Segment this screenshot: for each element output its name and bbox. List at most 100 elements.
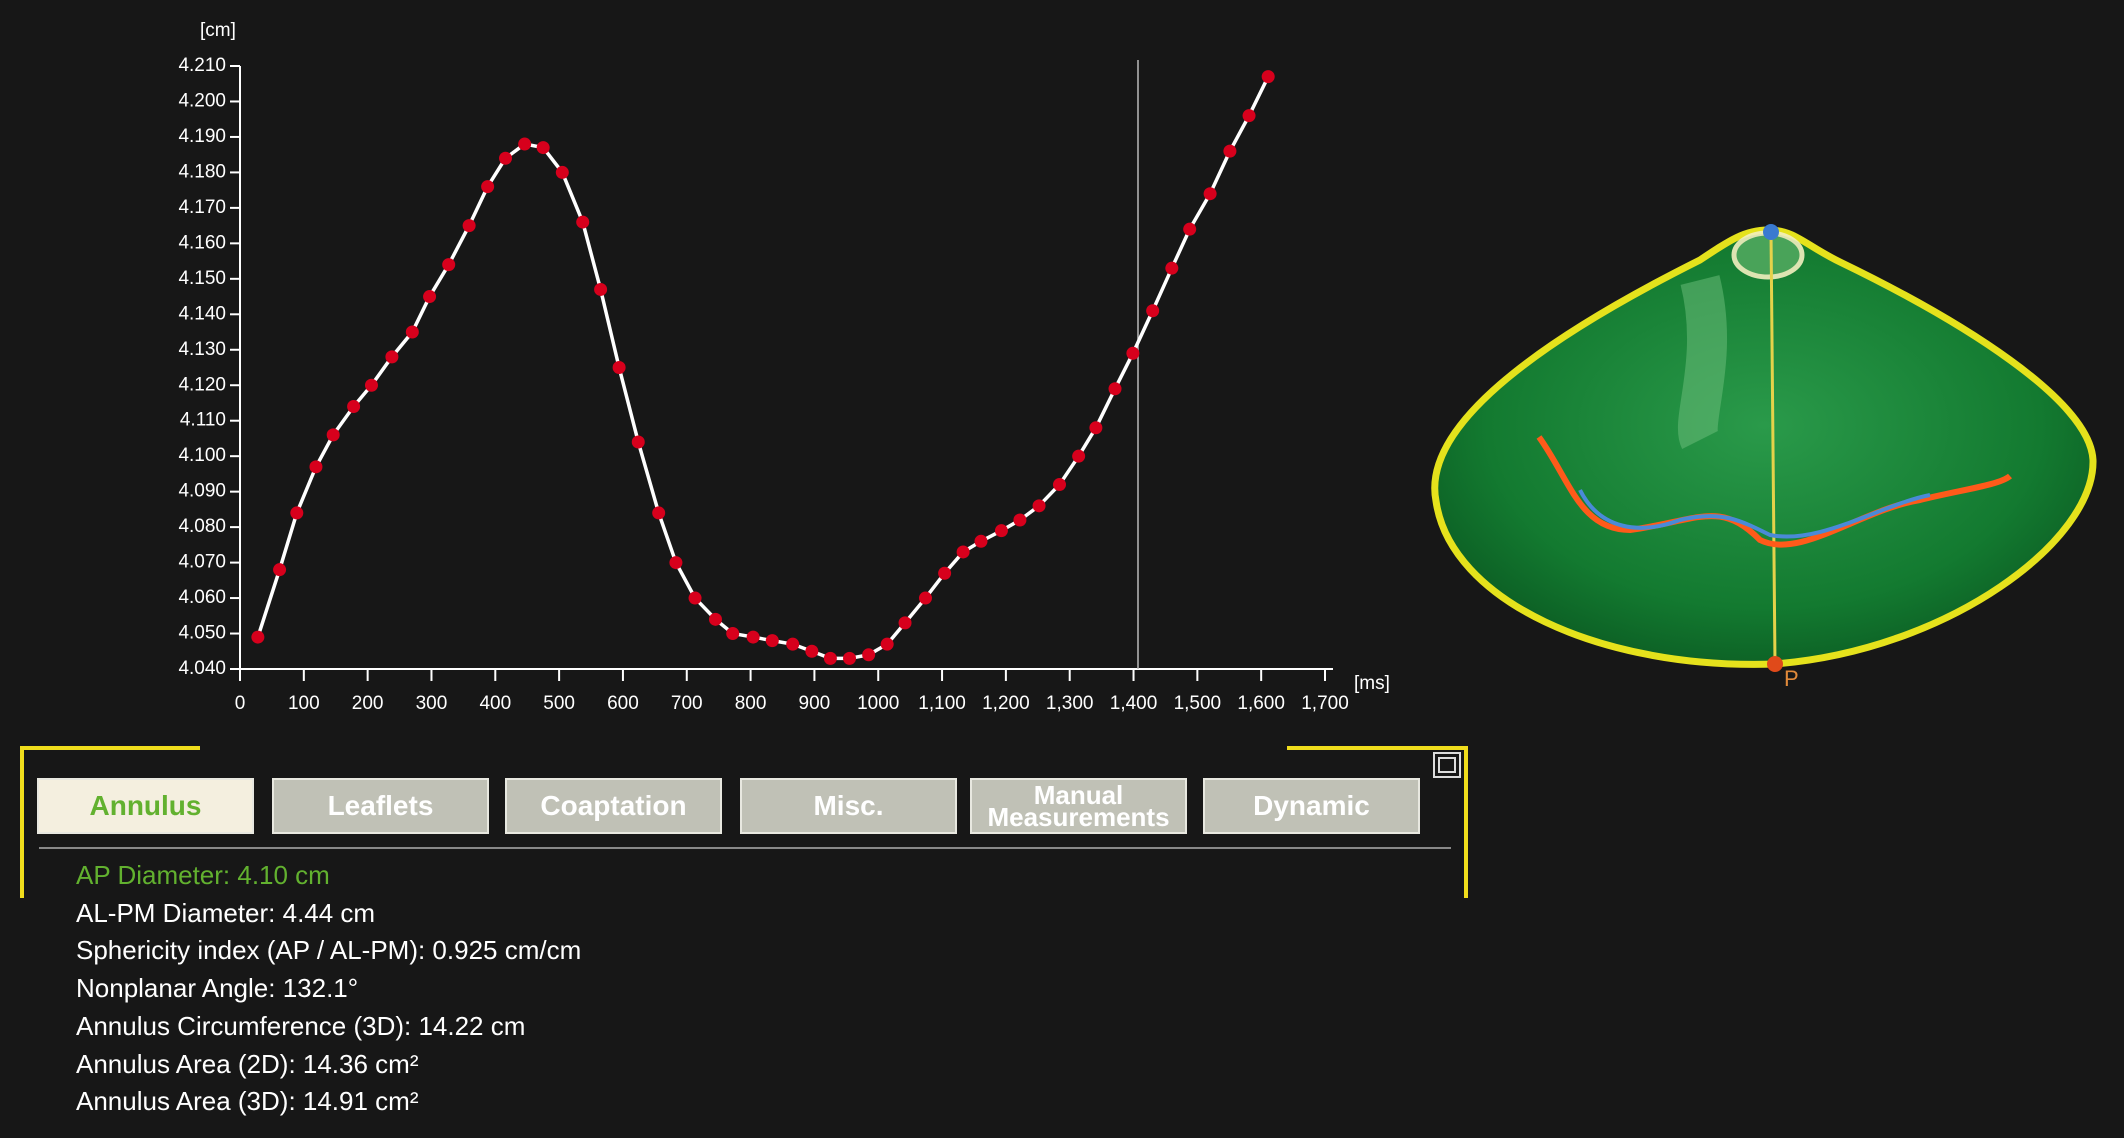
y-axis-label: [cm]: [200, 20, 236, 41]
data-point: [364, 378, 378, 392]
data-point: [273, 563, 287, 577]
data-point: [631, 435, 645, 449]
valve-label: P: [1784, 666, 1799, 691]
data-point: [481, 180, 495, 194]
x-tick-label: 600: [607, 693, 639, 714]
x-tick-label: 900: [799, 693, 831, 714]
measurement: Sphericity index (AP / AL-PM): 0.925 cm/…: [76, 935, 582, 966]
data-point: [499, 151, 513, 165]
data-point: [652, 506, 666, 520]
measurement: Annulus Circumference (3D): 14.22 cm: [76, 1010, 526, 1041]
data-point: [1165, 261, 1179, 275]
data-point: [1146, 304, 1160, 318]
data-point: [974, 534, 988, 548]
y-tick-label: 4.190: [178, 126, 226, 147]
data-point: [1261, 70, 1275, 84]
data-point: [385, 350, 399, 364]
x-tick-label: 300: [416, 693, 448, 714]
data-point: [726, 627, 740, 641]
data-point: [994, 524, 1008, 538]
x-tick-label: 100: [288, 693, 320, 714]
data-point: [1242, 109, 1256, 123]
y-tick-label: 4.070: [178, 552, 226, 573]
y-tick-label: 4.150: [178, 268, 226, 289]
data-point: [462, 219, 476, 233]
y-tick-label: 4.040: [178, 658, 226, 679]
tab[interactable]: Annulus: [37, 778, 254, 834]
x-tick-label: 1,500: [1174, 693, 1222, 714]
data-point: [576, 215, 590, 229]
x-tick-label: 1,300: [1046, 693, 1094, 714]
tab[interactable]: Manual Measurements: [970, 778, 1187, 834]
y-tick-label: 4.120: [178, 374, 226, 395]
data-point: [1052, 478, 1066, 492]
y-tick-label: 4.100: [178, 445, 226, 466]
data-point: [251, 630, 265, 644]
maximize-icon-inner: [1438, 757, 1456, 773]
y-tick-label: 4.110: [180, 410, 226, 431]
y-tick-label: 4.200: [178, 90, 226, 111]
y-tick-label: 4.060: [178, 587, 226, 608]
data-point: [938, 566, 952, 580]
valve-model: P: [1431, 224, 2097, 691]
data-point: [594, 282, 608, 296]
data-point: [536, 141, 550, 155]
data-point: [347, 400, 361, 414]
data-point: [555, 165, 569, 179]
data-point: [405, 325, 419, 339]
data-point: [1183, 222, 1197, 236]
y-tick-label: 4.170: [178, 197, 226, 218]
measurement: Annulus Area (3D): 14.91 cm²: [76, 1086, 419, 1117]
data-point: [423, 290, 437, 304]
y-tick-label: 4.210: [178, 55, 226, 76]
x-tick-label: 1,700: [1301, 693, 1349, 714]
x-tick-label: 1,600: [1237, 693, 1285, 714]
y-tick-label: 4.180: [178, 161, 226, 182]
measurement: Annulus Area (2D): 14.36 cm²: [76, 1048, 419, 1079]
data-point: [1072, 449, 1086, 463]
data-point: [880, 637, 894, 651]
x-tick-label: 1000: [857, 693, 899, 714]
data-point: [765, 634, 779, 648]
y-tick-label: 4.080: [178, 516, 226, 537]
x-tick-label: 800: [735, 693, 767, 714]
x-tick-label: 1,100: [918, 693, 966, 714]
tab[interactable]: Dynamic: [1203, 778, 1420, 834]
data-point: [290, 506, 304, 520]
data-point: [1032, 499, 1046, 513]
data-point: [918, 591, 932, 605]
y-tick-label: 4.090: [178, 481, 226, 502]
tab[interactable]: Misc.: [740, 778, 957, 834]
y-tick-label: 4.050: [178, 623, 226, 644]
measurement: Nonplanar Angle: 132.1°: [76, 973, 359, 1004]
data-point: [898, 616, 912, 630]
data-point: [1013, 513, 1027, 527]
x-tick-label: 1,400: [1110, 693, 1158, 714]
data-point: [518, 137, 532, 151]
data-point: [746, 630, 760, 644]
x-axis-label: [ms]: [1354, 673, 1390, 694]
x-tick-label: 1,200: [982, 693, 1030, 714]
y-tick-label: 4.140: [178, 303, 226, 324]
x-tick-label: 200: [352, 693, 384, 714]
tab[interactable]: Leaflets: [272, 778, 489, 834]
data-point: [688, 591, 702, 605]
maximize-icon[interactable]: [1433, 752, 1461, 778]
measurement: AP Diameter: 4.10 cm: [76, 860, 330, 890]
data-point: [956, 545, 970, 559]
x-tick-label: 0: [235, 693, 246, 714]
tab[interactable]: Coaptation: [505, 778, 722, 834]
data-point: [805, 644, 819, 658]
x-tick-label: 400: [479, 693, 511, 714]
data-point: [1089, 421, 1103, 435]
data-point: [1126, 346, 1140, 360]
x-tick-label: 500: [543, 693, 575, 714]
data-point: [786, 637, 800, 651]
tab-frame: [20, 746, 1468, 898]
x-tick-label: 700: [671, 693, 703, 714]
series-line: [256, 75, 1270, 661]
y-tick-label: 4.160: [178, 232, 226, 253]
data-point: [442, 258, 456, 272]
